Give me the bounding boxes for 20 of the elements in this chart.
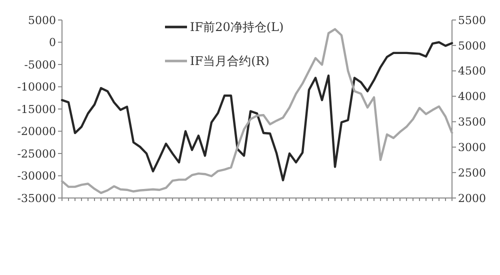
- y-tick-label: -15000: [17, 102, 56, 116]
- y-tick-label: -30000: [17, 170, 56, 183]
- y2-tick-label: 4000: [458, 90, 486, 104]
- y2-tick-label: 2000: [458, 192, 486, 205]
- legend-label: IF当月合约(R): [190, 54, 270, 68]
- y-tick-label: -20000: [17, 125, 56, 138]
- y-tick-label: -25000: [17, 147, 56, 160]
- y2-tick-label: 4500: [458, 64, 486, 78]
- y2-tick-label: 3000: [458, 140, 486, 154]
- y-tick-label: 5000: [28, 14, 56, 27]
- y2-tick-label: 5500: [458, 14, 486, 27]
- y-tick-label: 0: [49, 36, 56, 50]
- y-tick-label: -10000: [17, 80, 56, 94]
- y2-tick-label: 5000: [458, 39, 486, 52]
- y-tick-label: -5000: [24, 58, 56, 72]
- line-series: [60, 41, 454, 182]
- y-tick-label: -35000: [17, 192, 56, 205]
- y2-tick-label: 3500: [458, 116, 486, 129]
- y2-tick-label: 2500: [458, 166, 486, 180]
- legend-label: IF前20净持仓(L): [190, 20, 284, 34]
